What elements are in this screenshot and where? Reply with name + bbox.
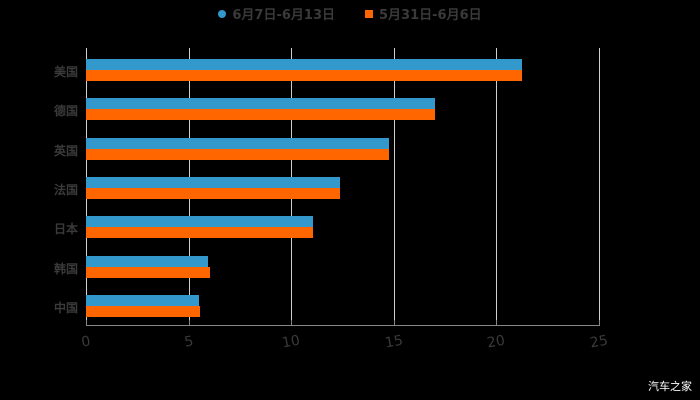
legend-item-series1[interactable]: 6月7日-6月13日 bbox=[218, 4, 335, 23]
axis-tick bbox=[86, 320, 87, 326]
bar-series1[interactable] bbox=[86, 176, 341, 188]
bar-series1[interactable] bbox=[86, 216, 313, 228]
gridline bbox=[393, 48, 395, 325]
bar-series1[interactable] bbox=[86, 137, 389, 149]
category-label: 法国 bbox=[53, 182, 78, 197]
bar-series2[interactable] bbox=[86, 109, 435, 121]
bar-series1[interactable] bbox=[86, 294, 199, 306]
x-tick-label: 20 bbox=[486, 332, 507, 352]
category-label: 韩国 bbox=[53, 261, 78, 276]
bar-series1[interactable] bbox=[86, 255, 209, 267]
bar-series1[interactable] bbox=[86, 98, 435, 110]
legend-label: 6月7日-6月13日 bbox=[232, 8, 335, 23]
square-marker-icon bbox=[365, 9, 373, 18]
category-label: 美国 bbox=[53, 65, 78, 79]
circle-marker-icon bbox=[218, 9, 227, 18]
x-axis bbox=[86, 325, 600, 326]
category-label: 日本 bbox=[53, 222, 78, 237]
bar-series2[interactable] bbox=[86, 70, 523, 81]
axis-tick bbox=[599, 320, 600, 326]
x-tick-label: 0 bbox=[80, 333, 92, 351]
x-tick-label: 10 bbox=[281, 332, 302, 352]
axis-tick bbox=[188, 320, 190, 326]
legend-item-series2[interactable]: 5月31日-6月6日 bbox=[365, 4, 482, 23]
watermark: 汽车之家 bbox=[648, 380, 692, 393]
axis-tick bbox=[291, 320, 293, 326]
category-label: 英国 bbox=[53, 143, 78, 158]
gridline bbox=[599, 48, 600, 325]
x-tick-label: 25 bbox=[588, 332, 610, 352]
axis-tick bbox=[496, 320, 498, 326]
gridline bbox=[496, 48, 498, 325]
category-label: 德国 bbox=[53, 104, 78, 119]
x-tick-label: 5 bbox=[182, 333, 195, 351]
bar-series2[interactable] bbox=[86, 148, 389, 160]
category-label: 中国 bbox=[53, 300, 78, 315]
axis-tick bbox=[393, 320, 395, 326]
bar-series2[interactable] bbox=[86, 187, 341, 199]
bar-series2[interactable] bbox=[86, 305, 200, 317]
legend-label: 5月31日-6月6日 bbox=[379, 8, 482, 23]
x-tick-label: 15 bbox=[383, 332, 404, 352]
bar-series2[interactable] bbox=[86, 227, 313, 239]
legend: 6月7日-6月13日 5月31日-6月6日 bbox=[0, 4, 700, 23]
bar-series1[interactable] bbox=[86, 59, 523, 70]
bar-series2[interactable] bbox=[86, 266, 211, 278]
